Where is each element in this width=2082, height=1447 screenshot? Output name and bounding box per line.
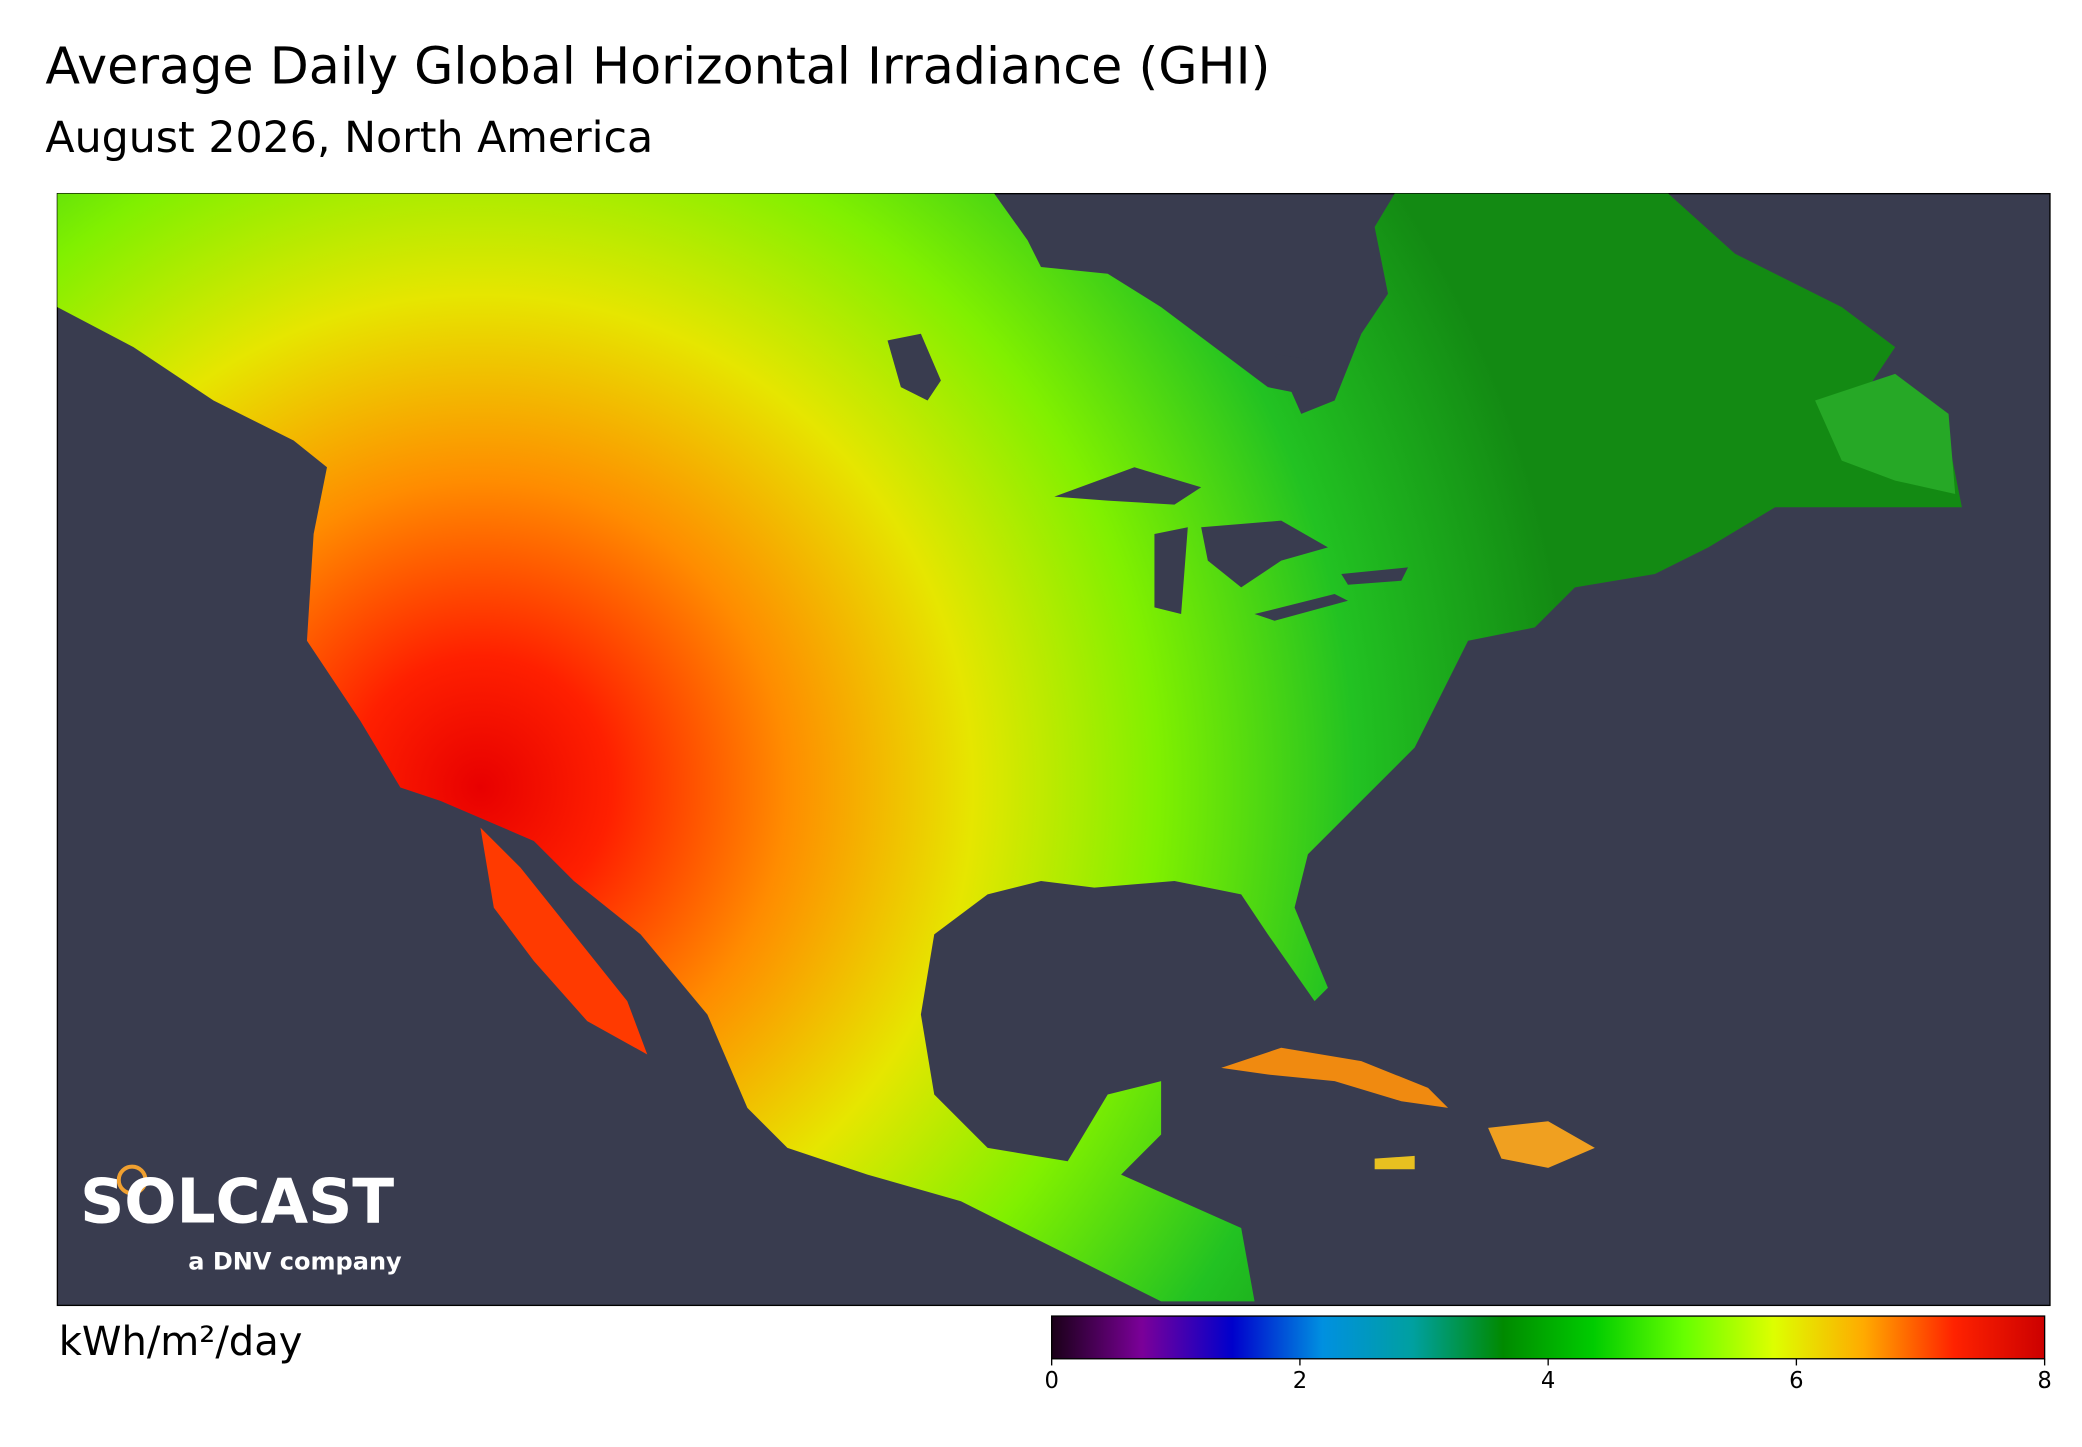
- baja: [480, 827, 648, 1055]
- colorbar-label: kWh/m²/day: [59, 1319, 303, 1365]
- colorbar-ticks: 0 2 4 6 8: [1044, 1358, 2052, 1394]
- map: [56, 192, 2051, 1307]
- cuba: [1221, 1047, 1449, 1108]
- great-lakes: [1054, 467, 1409, 621]
- tick-label: 0: [1044, 1368, 1058, 1394]
- tick-label: 8: [2037, 1368, 2051, 1394]
- colorbar: [1051, 1315, 2046, 1360]
- subtitle: August 2026, North America: [45, 113, 653, 163]
- tick-label: 2: [1293, 1368, 1307, 1394]
- logo-name: SOLCAST: [80, 1166, 394, 1237]
- jamaica: [1374, 1155, 1415, 1170]
- hispaniola: [1488, 1121, 1595, 1168]
- land-mass: [57, 193, 1962, 1302]
- tick-label: 4: [1541, 1368, 1555, 1394]
- logo-tagline: a DNV company: [188, 1248, 402, 1276]
- lake: [887, 333, 941, 401]
- logo-sun: [116, 1164, 148, 1196]
- newfoundland: [1815, 373, 1956, 494]
- lake: [1274, 353, 1335, 414]
- title: Average Daily Global Horizontal Irradian…: [45, 37, 1270, 96]
- tick-label: 6: [1789, 1368, 1803, 1394]
- logo: SOLCAST a DNV company: [80, 1164, 402, 1276]
